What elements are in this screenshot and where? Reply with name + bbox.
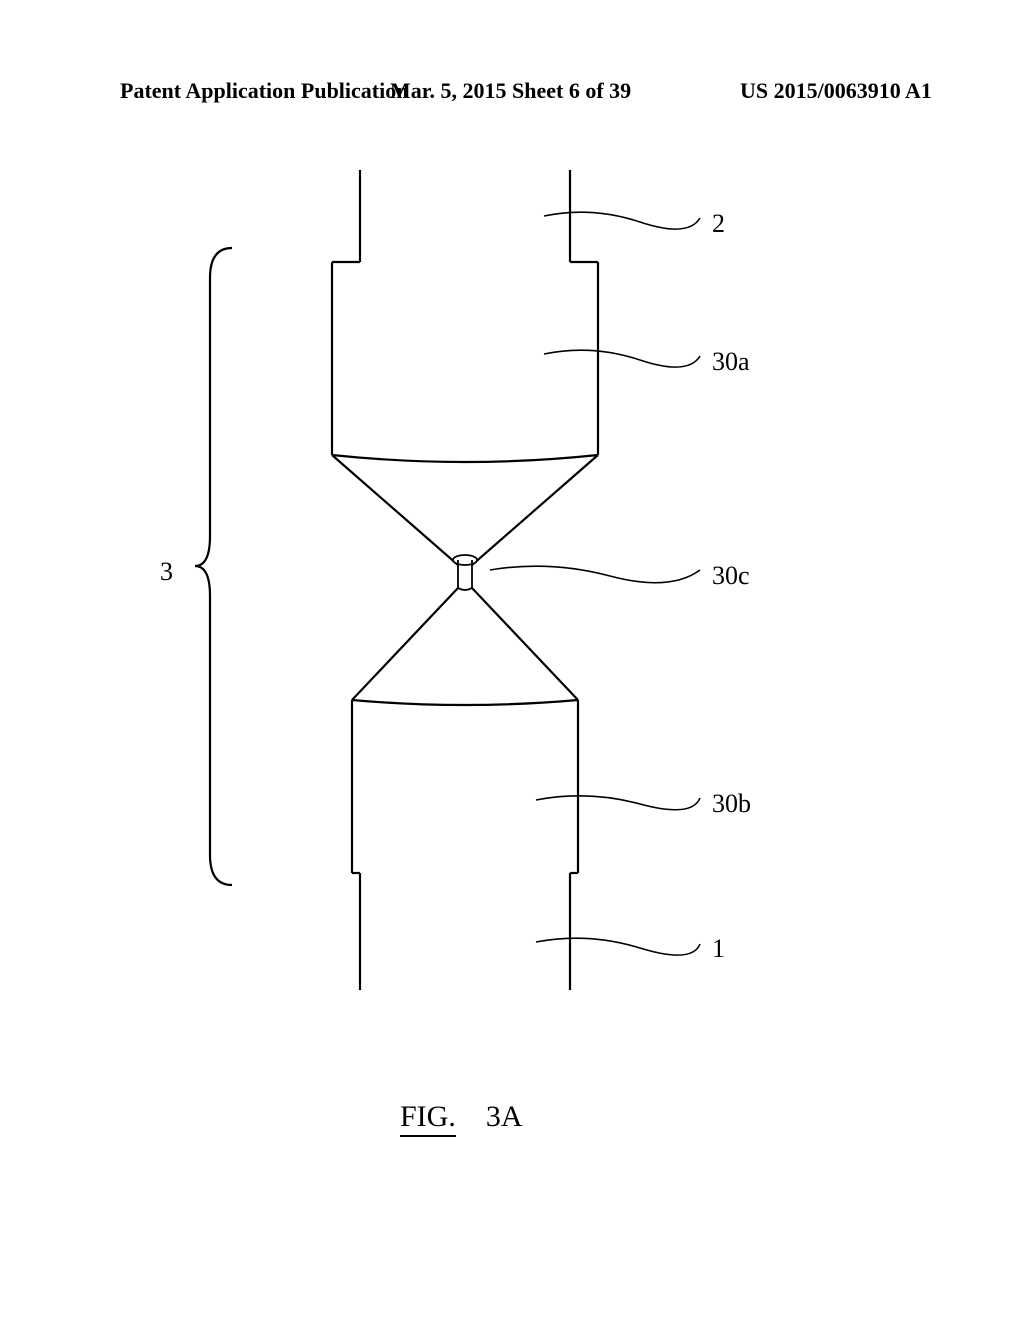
ref-label: 1 [712, 934, 725, 964]
figure-number: 3A [486, 1100, 523, 1134]
ref-label: 2 [712, 209, 725, 239]
figure-prefix: FIG. [400, 1100, 456, 1137]
figure-caption: FIG. 3A [400, 1100, 523, 1137]
ref-label: 30b [712, 789, 751, 819]
ref-label: 3 [160, 557, 173, 587]
ref-label: 30c [712, 561, 750, 591]
ref-label: 30a [712, 347, 750, 377]
